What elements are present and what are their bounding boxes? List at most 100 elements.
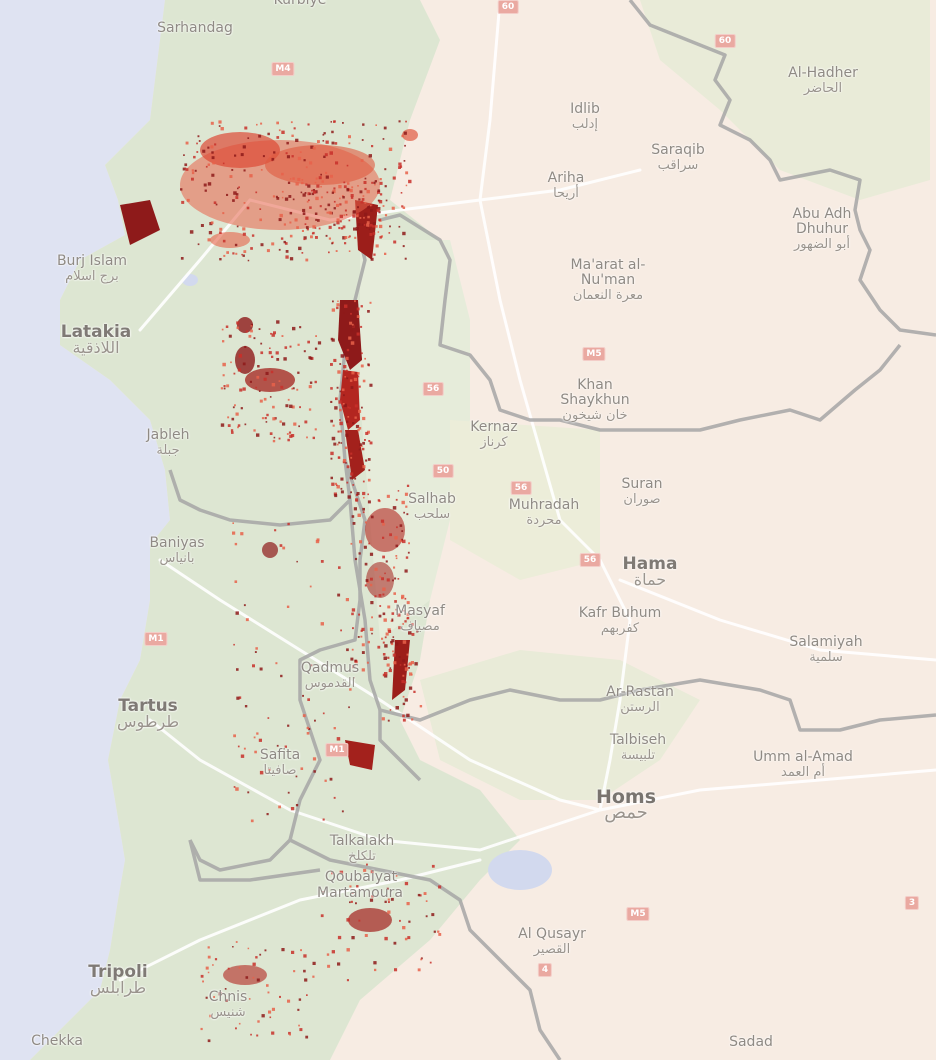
burn-speckle bbox=[351, 186, 354, 189]
burn-speckle bbox=[386, 663, 390, 667]
burn-speckle bbox=[362, 507, 365, 511]
burn-speckle bbox=[232, 522, 234, 524]
road-shield: 56 bbox=[510, 481, 532, 495]
burn-speckle bbox=[268, 768, 271, 771]
burn-speckle bbox=[408, 631, 412, 635]
burn-speckle bbox=[325, 175, 329, 179]
burn-speckle bbox=[334, 482, 337, 485]
burn-speckle bbox=[335, 397, 338, 401]
burn-speckle bbox=[235, 611, 239, 615]
burn-speckle bbox=[312, 436, 315, 440]
road-shield: 56 bbox=[422, 382, 444, 396]
burn-speckle bbox=[223, 387, 226, 390]
burn-speckle bbox=[260, 342, 263, 345]
place-label: Baniyas بانياس bbox=[149, 535, 205, 567]
burn-speckle bbox=[315, 218, 318, 221]
burn-speckle bbox=[335, 161, 339, 165]
burn-speckle bbox=[382, 587, 386, 591]
burn-speckle bbox=[318, 176, 322, 180]
burn-speckle bbox=[391, 618, 394, 621]
burn-speckle bbox=[403, 511, 405, 514]
burn-speckle bbox=[263, 397, 267, 401]
place-label: Talbiseh تلبيسة bbox=[609, 732, 667, 764]
burn-speckle bbox=[381, 717, 385, 721]
burn-speckle bbox=[339, 390, 342, 393]
burn-speckle bbox=[372, 232, 376, 235]
burn-speckle bbox=[342, 195, 344, 197]
burn-speckle bbox=[383, 618, 387, 622]
burn-speckle bbox=[210, 121, 214, 125]
burn-speckle bbox=[344, 304, 348, 308]
burn-speckle bbox=[295, 182, 299, 186]
burn-speckle bbox=[276, 197, 280, 200]
road-shield: 56 bbox=[579, 553, 601, 567]
burn-speckle bbox=[207, 163, 210, 166]
burn-speckle bbox=[361, 668, 365, 672]
burn-speckle bbox=[268, 1010, 272, 1014]
burn-speckle bbox=[322, 133, 325, 136]
burn-speckle bbox=[350, 329, 354, 333]
burn-speckle bbox=[393, 661, 397, 665]
burn-speckle bbox=[234, 154, 237, 157]
burn-speckle bbox=[377, 190, 381, 194]
burn-speckle bbox=[349, 885, 352, 888]
burn-speckle bbox=[310, 235, 313, 239]
burn-speckle bbox=[287, 398, 290, 401]
burn-speckle bbox=[226, 193, 229, 196]
burn-speckle bbox=[399, 664, 402, 666]
burn-speckle bbox=[344, 236, 348, 239]
burn-speckle bbox=[330, 387, 333, 390]
burn-speckle bbox=[213, 996, 215, 998]
burn-speckle bbox=[219, 258, 222, 261]
burn-speckle bbox=[323, 155, 326, 158]
burn-speckle bbox=[272, 405, 275, 409]
place-label: Tartus طرطوس bbox=[116, 696, 180, 731]
burn-speckle bbox=[369, 583, 373, 587]
burn-speckle bbox=[406, 616, 410, 620]
burn-speckle bbox=[322, 818, 325, 821]
burn-speckle bbox=[289, 178, 292, 180]
burn-speckle bbox=[404, 620, 407, 623]
burn-speckle bbox=[233, 643, 235, 646]
burn-speckle bbox=[349, 407, 351, 409]
burn-speckle bbox=[293, 422, 297, 426]
burn-speckle bbox=[317, 140, 320, 143]
burn-speckle bbox=[270, 332, 272, 335]
burn-speckle bbox=[347, 416, 350, 418]
burn-speckle bbox=[292, 326, 296, 331]
burn-speckle bbox=[347, 406, 350, 409]
burn-speckle bbox=[211, 173, 215, 177]
burn-speckle bbox=[210, 145, 214, 149]
burn-speckle bbox=[236, 321, 240, 325]
burn-speckle bbox=[350, 491, 352, 494]
burn-speckle bbox=[220, 423, 225, 427]
burn-speckle bbox=[333, 442, 337, 446]
burn-speckle bbox=[401, 538, 403, 541]
burn-speckle bbox=[366, 189, 370, 194]
burn-speckle bbox=[302, 212, 306, 215]
burn-speckle bbox=[346, 948, 350, 952]
burn-speckle bbox=[298, 1024, 300, 1027]
burn-speckle bbox=[393, 592, 396, 595]
burn-speckle bbox=[377, 231, 380, 233]
burn-speckle bbox=[315, 539, 320, 544]
burn-speckle bbox=[340, 629, 342, 632]
burn-speckle bbox=[349, 321, 353, 325]
burn-speckle bbox=[402, 245, 405, 248]
burn-speckle bbox=[226, 251, 229, 254]
place-label: Talkalakh تلكلخ bbox=[329, 833, 395, 865]
burn-speckle bbox=[319, 205, 322, 208]
burn-speckle bbox=[305, 226, 309, 229]
burn-speckle bbox=[296, 560, 298, 563]
burn-speckle bbox=[281, 130, 285, 134]
burn-speckle bbox=[243, 202, 246, 204]
place-label: Al-Hadher الحاضر bbox=[788, 65, 858, 97]
burn-speckle bbox=[397, 490, 400, 492]
burn-speckle bbox=[341, 388, 345, 392]
burn-speckle bbox=[286, 141, 289, 145]
burn-speckle bbox=[326, 953, 330, 956]
burn-speckle bbox=[260, 122, 263, 125]
burn-speckle bbox=[355, 902, 357, 905]
burn-speckle bbox=[343, 394, 345, 397]
